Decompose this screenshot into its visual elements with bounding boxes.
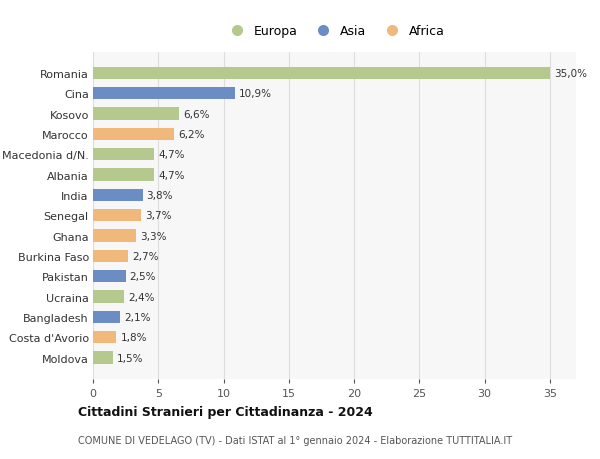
Bar (93, 270, 125, 283)
Bar (93, 169, 154, 181)
Bar (93, 311, 121, 323)
Text: 3,7%: 3,7% (145, 211, 172, 221)
Text: Cittadini Stranieri per Cittadinanza - 2024: Cittadini Stranieri per Cittadinanza - 2… (78, 405, 373, 419)
Bar (93, 149, 154, 161)
Text: 6,6%: 6,6% (183, 109, 209, 119)
Text: 4,7%: 4,7% (158, 170, 185, 180)
Text: 35,0%: 35,0% (554, 69, 587, 78)
Text: COMUNE DI VEDELAGO (TV) - Dati ISTAT al 1° gennaio 2024 - Elaborazione TUTTITALI: COMUNE DI VEDELAGO (TV) - Dati ISTAT al … (78, 435, 512, 445)
Text: 3,3%: 3,3% (140, 231, 166, 241)
Text: 1,5%: 1,5% (116, 353, 143, 363)
Bar (93, 291, 124, 303)
Bar (93, 108, 179, 120)
Bar (93, 210, 142, 222)
Text: 3,8%: 3,8% (146, 190, 173, 201)
Bar (93, 190, 143, 202)
Legend: Europa, Asia, Africa: Europa, Asia, Africa (219, 20, 450, 43)
Text: 10,9%: 10,9% (239, 89, 272, 99)
Bar (93, 331, 116, 344)
Text: 4,7%: 4,7% (158, 150, 185, 160)
Text: 2,5%: 2,5% (130, 272, 156, 281)
Text: 2,7%: 2,7% (132, 252, 158, 261)
Bar (93, 129, 174, 140)
Bar (93, 230, 136, 242)
Text: 2,1%: 2,1% (124, 312, 151, 322)
Bar (93, 250, 128, 263)
Bar (93, 67, 550, 80)
Text: 2,4%: 2,4% (128, 292, 155, 302)
Text: 6,2%: 6,2% (178, 129, 205, 140)
Bar (93, 88, 235, 100)
Bar (93, 352, 113, 364)
Text: 1,8%: 1,8% (121, 332, 147, 342)
